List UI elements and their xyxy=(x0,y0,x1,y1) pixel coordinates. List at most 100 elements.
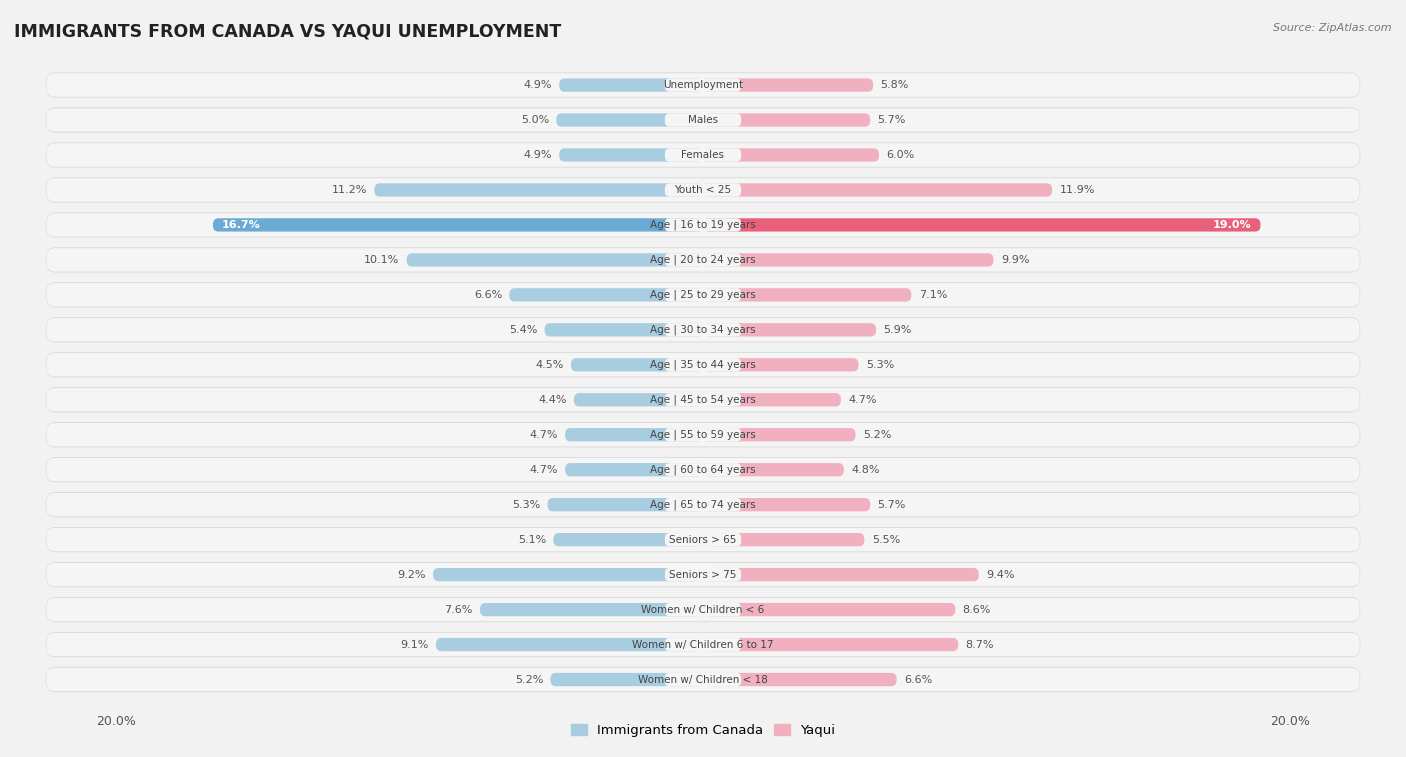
Text: Age | 55 to 59 years: Age | 55 to 59 years xyxy=(650,429,756,440)
FancyBboxPatch shape xyxy=(46,318,1360,341)
FancyBboxPatch shape xyxy=(46,387,1360,413)
FancyBboxPatch shape xyxy=(46,283,1360,307)
Text: Females: Females xyxy=(682,150,724,160)
FancyBboxPatch shape xyxy=(374,183,703,197)
FancyBboxPatch shape xyxy=(560,79,703,92)
FancyBboxPatch shape xyxy=(46,108,1360,132)
Text: 5.3%: 5.3% xyxy=(866,360,894,370)
Text: 5.9%: 5.9% xyxy=(883,325,912,335)
FancyBboxPatch shape xyxy=(46,668,1360,691)
Text: IMMIGRANTS FROM CANADA VS YAQUI UNEMPLOYMENT: IMMIGRANTS FROM CANADA VS YAQUI UNEMPLOY… xyxy=(14,23,561,41)
FancyBboxPatch shape xyxy=(46,632,1360,657)
Text: Age | 60 to 64 years: Age | 60 to 64 years xyxy=(650,465,756,475)
Text: Youth < 25: Youth < 25 xyxy=(675,185,731,195)
Text: Age | 65 to 74 years: Age | 65 to 74 years xyxy=(650,500,756,510)
FancyBboxPatch shape xyxy=(665,568,741,581)
FancyBboxPatch shape xyxy=(703,254,994,266)
FancyBboxPatch shape xyxy=(46,527,1360,553)
FancyBboxPatch shape xyxy=(665,183,741,197)
Text: 4.9%: 4.9% xyxy=(523,80,553,90)
FancyBboxPatch shape xyxy=(565,428,703,441)
FancyBboxPatch shape xyxy=(46,563,1360,587)
Text: 5.2%: 5.2% xyxy=(515,674,543,684)
FancyBboxPatch shape xyxy=(46,248,1360,273)
Text: Age | 20 to 24 years: Age | 20 to 24 years xyxy=(650,254,756,265)
FancyBboxPatch shape xyxy=(46,317,1360,342)
FancyBboxPatch shape xyxy=(665,114,741,126)
FancyBboxPatch shape xyxy=(436,638,703,651)
FancyBboxPatch shape xyxy=(46,142,1360,167)
FancyBboxPatch shape xyxy=(557,114,703,126)
FancyBboxPatch shape xyxy=(46,143,1360,167)
Text: Unemployment: Unemployment xyxy=(664,80,742,90)
FancyBboxPatch shape xyxy=(46,212,1360,238)
FancyBboxPatch shape xyxy=(433,568,703,581)
Text: 4.4%: 4.4% xyxy=(538,394,567,405)
FancyBboxPatch shape xyxy=(665,288,741,301)
FancyBboxPatch shape xyxy=(46,248,1360,272)
FancyBboxPatch shape xyxy=(665,358,741,372)
Text: Age | 45 to 54 years: Age | 45 to 54 years xyxy=(650,394,756,405)
FancyBboxPatch shape xyxy=(46,388,1360,412)
Text: Age | 35 to 44 years: Age | 35 to 44 years xyxy=(650,360,756,370)
Text: Age | 30 to 34 years: Age | 30 to 34 years xyxy=(650,325,756,335)
FancyBboxPatch shape xyxy=(46,458,1360,481)
Text: 4.5%: 4.5% xyxy=(536,360,564,370)
FancyBboxPatch shape xyxy=(665,148,741,162)
Text: 7.6%: 7.6% xyxy=(444,605,472,615)
FancyBboxPatch shape xyxy=(703,218,1261,232)
FancyBboxPatch shape xyxy=(46,457,1360,482)
FancyBboxPatch shape xyxy=(703,288,911,301)
Text: 9.4%: 9.4% xyxy=(986,569,1015,580)
Text: 4.8%: 4.8% xyxy=(851,465,880,475)
Text: Age | 16 to 19 years: Age | 16 to 19 years xyxy=(650,220,756,230)
Text: 6.6%: 6.6% xyxy=(474,290,502,300)
FancyBboxPatch shape xyxy=(703,428,856,441)
Text: Males: Males xyxy=(688,115,718,125)
FancyBboxPatch shape xyxy=(550,673,703,686)
FancyBboxPatch shape xyxy=(665,428,741,441)
FancyBboxPatch shape xyxy=(46,73,1360,97)
Text: 8.7%: 8.7% xyxy=(966,640,994,650)
FancyBboxPatch shape xyxy=(46,492,1360,517)
FancyBboxPatch shape xyxy=(46,423,1360,447)
FancyBboxPatch shape xyxy=(665,79,741,92)
FancyBboxPatch shape xyxy=(703,114,870,126)
Text: 4.7%: 4.7% xyxy=(529,465,558,475)
FancyBboxPatch shape xyxy=(665,603,741,616)
Text: 19.0%: 19.0% xyxy=(1213,220,1251,230)
FancyBboxPatch shape xyxy=(547,498,703,511)
Text: 11.2%: 11.2% xyxy=(332,185,367,195)
Text: Women w/ Children < 18: Women w/ Children < 18 xyxy=(638,674,768,684)
FancyBboxPatch shape xyxy=(544,323,703,336)
FancyBboxPatch shape xyxy=(703,463,844,476)
FancyBboxPatch shape xyxy=(46,562,1360,587)
FancyBboxPatch shape xyxy=(46,493,1360,516)
FancyBboxPatch shape xyxy=(703,533,865,547)
FancyBboxPatch shape xyxy=(703,498,870,511)
Text: 5.2%: 5.2% xyxy=(863,430,891,440)
FancyBboxPatch shape xyxy=(479,603,703,616)
FancyBboxPatch shape xyxy=(571,358,703,372)
Text: 9.1%: 9.1% xyxy=(401,640,429,650)
Text: 5.3%: 5.3% xyxy=(512,500,540,509)
FancyBboxPatch shape xyxy=(703,148,879,162)
FancyBboxPatch shape xyxy=(665,638,741,651)
FancyBboxPatch shape xyxy=(46,177,1360,203)
FancyBboxPatch shape xyxy=(46,353,1360,376)
Text: 5.5%: 5.5% xyxy=(872,534,900,544)
FancyBboxPatch shape xyxy=(665,463,741,476)
Text: 5.8%: 5.8% xyxy=(880,80,908,90)
FancyBboxPatch shape xyxy=(46,528,1360,551)
FancyBboxPatch shape xyxy=(574,393,703,407)
Text: Seniors > 75: Seniors > 75 xyxy=(669,569,737,580)
FancyBboxPatch shape xyxy=(46,178,1360,201)
FancyBboxPatch shape xyxy=(46,352,1360,378)
FancyBboxPatch shape xyxy=(46,633,1360,656)
Text: Women w/ Children < 6: Women w/ Children < 6 xyxy=(641,605,765,615)
FancyBboxPatch shape xyxy=(212,218,703,232)
Text: 5.7%: 5.7% xyxy=(877,500,905,509)
FancyBboxPatch shape xyxy=(703,393,841,407)
Text: Women w/ Children 6 to 17: Women w/ Children 6 to 17 xyxy=(633,640,773,650)
FancyBboxPatch shape xyxy=(703,673,897,686)
